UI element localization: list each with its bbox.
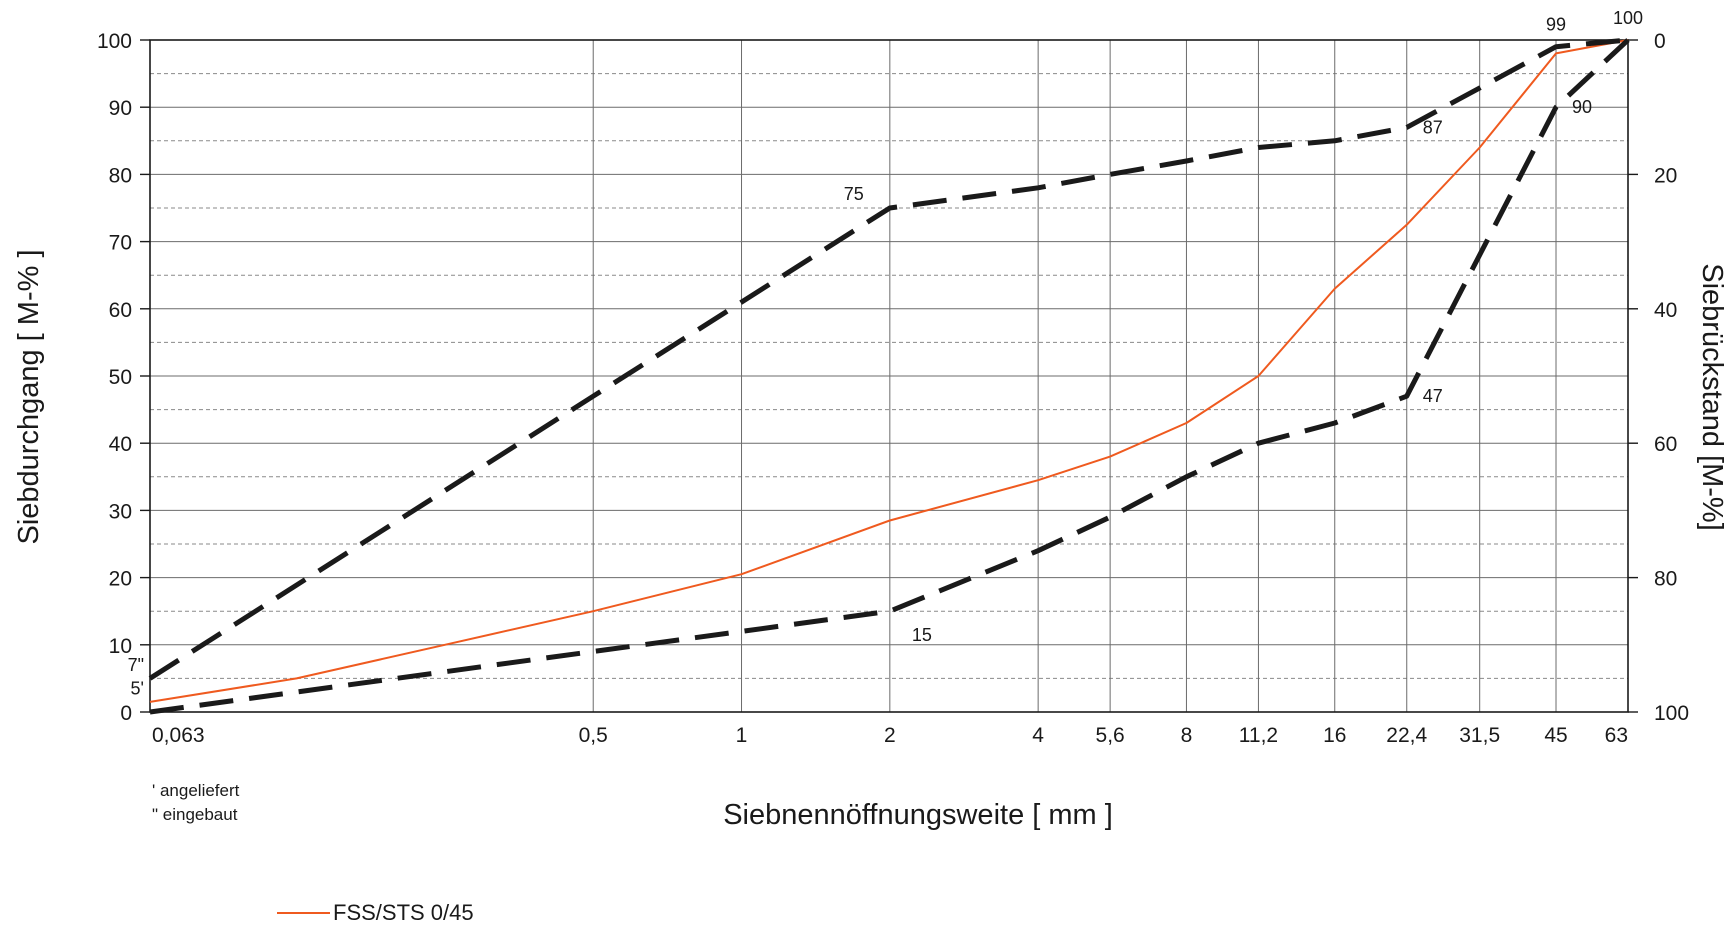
series-line-upper-limit: [148, 37, 1629, 681]
annotation-label: 7": [128, 655, 144, 675]
y-right-tick-label: 40: [1654, 299, 1677, 322]
x-tick-label: 22,4: [1386, 724, 1427, 747]
x-tick-label: 11,2: [1239, 724, 1278, 747]
annotation-label: 99: [1546, 15, 1566, 35]
annotations: 99 100 87 90 75 47 15 7" 5': [128, 8, 1643, 698]
y-tick-label: 10: [109, 635, 132, 658]
y-right-tick-label: 100: [1654, 702, 1689, 725]
note-delivered: ' angeliefert: [152, 781, 240, 800]
legend-label-fss: FSS/STS 0/45: [333, 900, 474, 925]
series-line-fss: [149, 39, 1629, 703]
y-tick-label: 90: [109, 97, 132, 120]
legend: FSS/STS 0/45: [277, 900, 474, 925]
axes: 0 10 20 30 40 50 60 70 80 90 100 100 80 60 40 20 0 0,063 0…: [97, 30, 1689, 747]
annotation-label: 75: [844, 184, 864, 204]
y-right-tick-label: 0: [1654, 30, 1666, 53]
annotation-label: 90: [1572, 97, 1592, 117]
note-installed: " eingebaut: [152, 805, 238, 824]
series-line-lower-limit: [149, 38, 1630, 715]
y-tick-label: 80: [109, 164, 132, 187]
y-right-tick-label: 20: [1654, 164, 1677, 187]
x-tick-label: 16: [1323, 724, 1346, 747]
x-tick-label: 0,063: [152, 724, 205, 747]
annotation-label: 100: [1613, 8, 1643, 28]
series-layer: [148, 37, 1630, 715]
y-tick-label: 0: [120, 702, 132, 725]
y-tick-label: 70: [109, 232, 132, 255]
x-tick-label: 8: [1181, 724, 1193, 747]
annotation-label: 47: [1423, 386, 1443, 406]
x-tick-label: 63: [1605, 724, 1628, 747]
x-tick-label: 5,6: [1096, 724, 1125, 747]
y-right-tick-label: 60: [1654, 433, 1677, 456]
y-tick-label: 40: [109, 433, 132, 456]
x-tick-label: 0,5: [579, 724, 608, 747]
x-tick-label: 2: [884, 724, 896, 747]
y-tick-label: 50: [109, 366, 132, 389]
x-tick-label: 45: [1544, 724, 1567, 747]
annotation-label: 5': [131, 678, 144, 698]
y-tick-label: 20: [109, 568, 132, 591]
x-axis-label: Siebnennöffnungsweite [ mm ]: [723, 799, 1113, 831]
x-tick-label: 1: [736, 724, 748, 747]
y-right-axis-label: Siebrückstand [M-%]: [1696, 263, 1728, 531]
y-axis-label: Siebdurchgang [ M-% ]: [13, 250, 45, 545]
y-tick-label: 60: [109, 299, 132, 322]
annotation-label: 15: [912, 625, 932, 645]
y-right-tick-label: 80: [1654, 568, 1677, 591]
x-tick-label: 4: [1032, 724, 1044, 747]
y-tick-label: 100: [97, 30, 132, 53]
y-tick-label: 30: [109, 500, 132, 523]
annotation-label: 87: [1423, 117, 1443, 137]
x-tick-label: 31,5: [1459, 724, 1500, 747]
